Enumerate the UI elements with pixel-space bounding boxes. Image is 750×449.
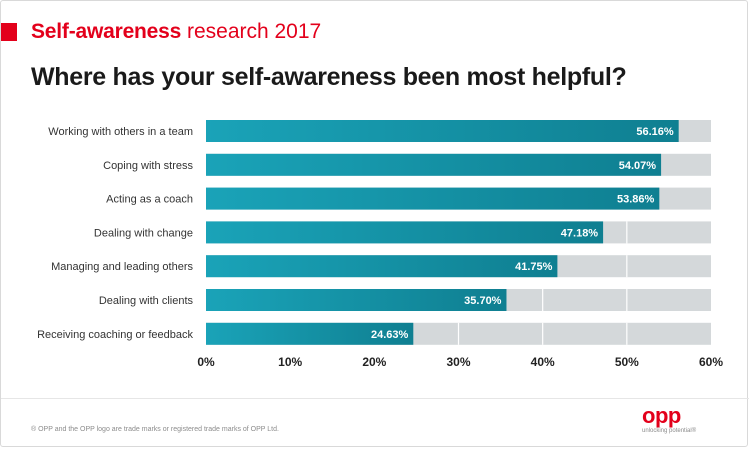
x-tick-label: 20% xyxy=(362,355,386,369)
bar xyxy=(206,187,660,210)
data-label: 53.86% xyxy=(617,194,655,206)
x-tick-label: 30% xyxy=(446,355,470,369)
bar-chart: Working with others in a team 56.16% Copin… xyxy=(37,120,723,369)
bar xyxy=(206,153,662,176)
x-tick-label: 60% xyxy=(699,355,723,369)
x-tick-label: 0% xyxy=(197,355,215,369)
category-label: Dealing with clients xyxy=(99,295,194,307)
bar xyxy=(206,221,604,244)
opp-logo: opp unlocking potential® xyxy=(642,403,712,435)
category-label: Acting as a coach xyxy=(106,194,193,206)
header-accent-bar xyxy=(1,23,17,41)
x-tick-label: 50% xyxy=(615,355,639,369)
category-label: Managing and leading others xyxy=(51,261,193,273)
footer-divider xyxy=(1,398,749,399)
header-brand: Self-awareness xyxy=(31,20,182,43)
x-tick-label: 40% xyxy=(531,355,555,369)
logo-wordmark: opp xyxy=(642,403,681,428)
bar xyxy=(206,289,507,311)
category-label: Working with others in a team xyxy=(48,126,193,138)
header-subtitle: research 2017 xyxy=(186,20,322,43)
bar xyxy=(206,322,414,345)
data-label: 41.75% xyxy=(515,261,553,273)
category-label: Receiving coaching or feedback xyxy=(37,329,193,341)
data-label: 47.18% xyxy=(561,227,599,239)
bar xyxy=(206,120,679,142)
chart-title: Where has your self-awareness been most … xyxy=(31,63,627,91)
trademark-note: ® OPP and the OPP logo are trade marks o… xyxy=(31,426,279,433)
header: Self-awareness research 2017 xyxy=(31,19,321,45)
data-label: 24.63% xyxy=(371,329,409,341)
data-label: 56.16% xyxy=(636,126,674,138)
bar xyxy=(206,255,558,278)
x-tick-label: 10% xyxy=(278,355,302,369)
logo-tagline: unlocking potential® xyxy=(642,428,697,434)
data-label: 35.70% xyxy=(464,295,502,307)
data-label: 54.07% xyxy=(619,160,657,172)
category-label: Dealing with change xyxy=(94,227,193,239)
category-label: Coping with stress xyxy=(103,160,193,172)
